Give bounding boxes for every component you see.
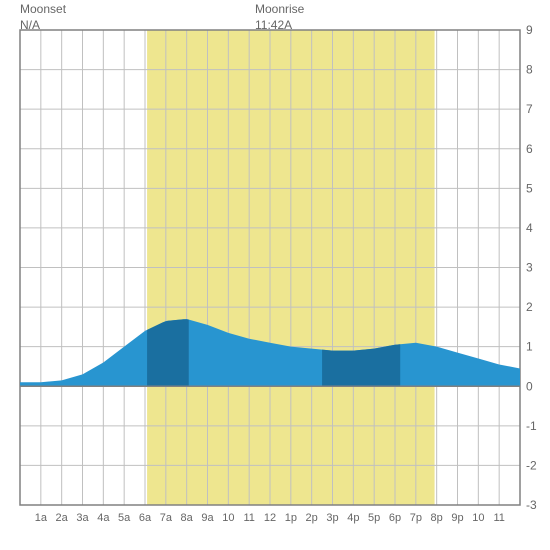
- x-tick: 2p: [306, 512, 318, 524]
- x-tick: 3a: [76, 512, 89, 524]
- x-tick: 6a: [139, 512, 152, 524]
- x-tick: 4p: [347, 512, 359, 524]
- x-tick: 1a: [35, 512, 48, 524]
- x-tick: 8p: [431, 512, 443, 524]
- tide-chart: Moonset N/A Moonrise 11:42A -3-2-1012345…: [0, 0, 550, 550]
- y-tick: 7: [526, 102, 533, 116]
- x-tick: 10: [472, 512, 484, 524]
- y-tick: 5: [526, 181, 533, 195]
- y-tick: 6: [526, 142, 533, 156]
- moonset-value: N/A: [20, 18, 66, 34]
- x-tick: 10: [222, 512, 234, 524]
- y-tick: 3: [526, 261, 533, 275]
- x-tick: 1p: [285, 512, 297, 524]
- x-tick: 4a: [97, 512, 110, 524]
- chart-svg: -3-2-101234567891a2a3a4a5a6a7a8a9a101112…: [0, 0, 550, 550]
- y-tick: -3: [526, 498, 537, 512]
- x-tick: 11: [243, 512, 254, 524]
- x-tick: 6p: [389, 512, 401, 524]
- x-tick: 5a: [118, 512, 131, 524]
- moonrise-block: Moonrise 11:42A: [255, 2, 304, 33]
- moonrise-label: Moonrise: [255, 2, 304, 18]
- y-tick: 2: [526, 300, 533, 314]
- x-tick: 12: [264, 512, 276, 524]
- y-tick: -2: [526, 458, 537, 472]
- x-tick: 11: [493, 512, 504, 524]
- x-tick: 3p: [326, 512, 338, 524]
- x-tick: 7a: [160, 512, 173, 524]
- y-tick: 8: [526, 63, 533, 77]
- tide-area-dark: [147, 319, 189, 386]
- x-tick: 8a: [181, 512, 194, 524]
- x-tick: 9p: [451, 512, 463, 524]
- y-tick: 9: [526, 23, 533, 37]
- x-tick: 7p: [410, 512, 422, 524]
- y-tick: -1: [526, 419, 537, 433]
- y-tick: 1: [526, 340, 533, 354]
- moonset-label: Moonset: [20, 2, 66, 18]
- moonset-block: Moonset N/A: [20, 2, 66, 33]
- x-tick: 5p: [368, 512, 380, 524]
- x-tick: 9a: [201, 512, 214, 524]
- moonrise-value: 11:42A: [255, 18, 304, 34]
- y-tick: 4: [526, 221, 533, 235]
- x-tick: 2a: [56, 512, 69, 524]
- y-tick: 0: [526, 379, 533, 393]
